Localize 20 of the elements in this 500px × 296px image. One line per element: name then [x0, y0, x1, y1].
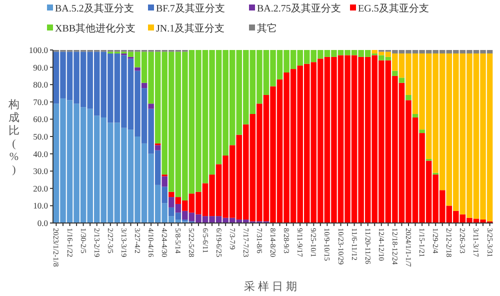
y-axis-title: 构成比(%): [8, 98, 20, 176]
y-tick-label: 40.0: [33, 148, 48, 159]
y-tick-label: 90.0: [33, 62, 48, 72]
y-tick-label: 100.0: [28, 44, 48, 55]
y-tick-label: 10.0: [33, 200, 48, 211]
y-tick-label: 50.0: [33, 131, 48, 142]
y-tick-label: 80.0: [33, 80, 48, 90]
x-axis-title: 采样日期: [244, 280, 300, 293]
y-tick-label: 0.0: [37, 218, 48, 228]
y-tick-label: 30.0: [33, 166, 48, 176]
legend-label: XBB其他进化分支: [55, 22, 136, 34]
legend-label: 其它: [257, 22, 277, 34]
legend-label: BA.5.2及其亚分支: [55, 2, 134, 14]
legend-label: BA.2.75及其亚分支: [257, 2, 341, 14]
y-tick-label: 70.0: [33, 96, 48, 107]
y-tick-label: 20.0: [33, 183, 48, 194]
legend-label: JN.1及其亚分支: [156, 22, 225, 34]
legend-label: EG.5及其亚分支: [358, 2, 429, 14]
y-tick-label: 60.0: [33, 114, 48, 124]
legend-label: BF.7及其亚分支: [156, 2, 225, 14]
